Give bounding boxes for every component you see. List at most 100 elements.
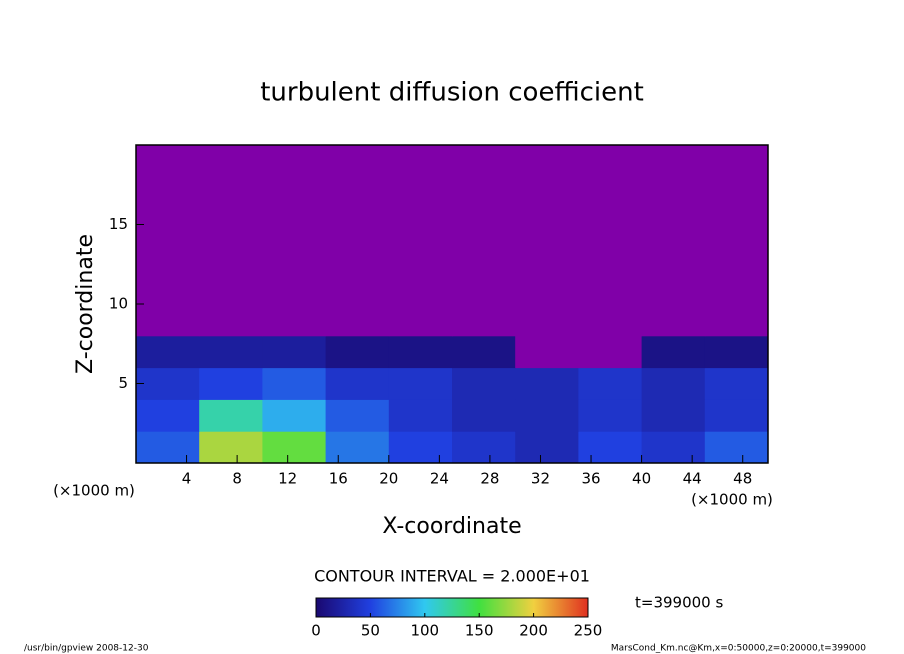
cell bbox=[515, 176, 579, 210]
cell bbox=[199, 145, 263, 178]
cell bbox=[388, 176, 453, 210]
x-tick-label: 12 bbox=[278, 470, 297, 488]
cell bbox=[262, 176, 327, 210]
cell bbox=[641, 145, 706, 178]
x-tick-label: 44 bbox=[683, 470, 702, 488]
footer-left: /usr/bin/gpview 2008-12-30 bbox=[24, 644, 149, 654]
cell bbox=[325, 367, 390, 400]
cell bbox=[199, 176, 263, 210]
chart-title: turbulent diffusion coefficient bbox=[260, 78, 644, 108]
cell bbox=[641, 431, 706, 464]
cell bbox=[136, 431, 200, 464]
cell bbox=[388, 272, 453, 305]
cell bbox=[452, 304, 516, 337]
cell bbox=[388, 335, 453, 369]
y-tick-label: 10 bbox=[109, 295, 128, 313]
cell bbox=[515, 431, 579, 464]
cell bbox=[641, 176, 706, 210]
cell bbox=[136, 176, 200, 210]
cell bbox=[199, 335, 263, 369]
time-label: t=399000 s bbox=[635, 594, 723, 612]
x-tick-label: 32 bbox=[531, 470, 550, 488]
cell bbox=[388, 208, 453, 241]
cell bbox=[262, 431, 327, 464]
cell bbox=[641, 272, 706, 305]
cell bbox=[262, 272, 327, 305]
cell bbox=[704, 367, 769, 400]
cell bbox=[136, 272, 200, 305]
footer-right: MarsCond_Km.nc@Km,x=0:50000,z=0:20000,t=… bbox=[611, 644, 866, 654]
cell bbox=[452, 367, 516, 400]
x-unit-label: (×1000 m) bbox=[691, 491, 773, 509]
cell bbox=[452, 272, 516, 305]
cell bbox=[388, 304, 453, 337]
x-tick-label: 20 bbox=[379, 470, 398, 488]
x-tick-label: 40 bbox=[632, 470, 651, 488]
x-tick-label: 48 bbox=[733, 470, 752, 488]
cell bbox=[704, 208, 769, 241]
colorbar-tick-label: 0 bbox=[311, 622, 321, 640]
field bbox=[136, 145, 769, 464]
cell bbox=[452, 240, 516, 273]
cell bbox=[704, 431, 769, 464]
colorbar-tick-label: 200 bbox=[519, 622, 548, 640]
cell bbox=[704, 145, 769, 178]
cell bbox=[515, 367, 579, 400]
cell bbox=[136, 399, 200, 432]
cell bbox=[704, 176, 769, 210]
cell bbox=[452, 208, 516, 241]
cell bbox=[388, 399, 453, 432]
cell bbox=[641, 399, 706, 432]
cell bbox=[578, 367, 643, 400]
cell bbox=[325, 208, 390, 241]
cell bbox=[452, 145, 516, 178]
x-tick-label: 8 bbox=[232, 470, 242, 488]
cell bbox=[452, 176, 516, 210]
cell bbox=[199, 431, 263, 464]
cell bbox=[388, 240, 453, 273]
cell bbox=[325, 304, 390, 337]
cell bbox=[199, 399, 263, 432]
cell bbox=[199, 208, 263, 241]
colorbar-tick-label: 100 bbox=[410, 622, 439, 640]
x-tick-label: 24 bbox=[430, 470, 449, 488]
cell bbox=[578, 145, 643, 178]
x-tick-label: 16 bbox=[329, 470, 348, 488]
colorbar bbox=[315, 597, 589, 618]
colorbar-tick-label: 50 bbox=[361, 622, 380, 640]
cell bbox=[325, 145, 390, 178]
cell bbox=[641, 304, 706, 337]
cell bbox=[136, 335, 200, 369]
cell bbox=[641, 240, 706, 273]
cell bbox=[515, 399, 579, 432]
cell bbox=[578, 335, 643, 369]
y-unit-label: (×1000 m) bbox=[53, 482, 135, 500]
y-tick-label: 5 bbox=[118, 374, 128, 392]
colorbar-tick-label: 250 bbox=[574, 622, 603, 640]
cell bbox=[578, 208, 643, 241]
cell bbox=[325, 335, 390, 369]
cell bbox=[515, 335, 579, 369]
cell bbox=[262, 335, 327, 369]
cell bbox=[388, 145, 453, 178]
cell bbox=[262, 304, 327, 337]
y-axis-label: Z-coordinate bbox=[73, 234, 98, 374]
cell bbox=[136, 367, 200, 400]
cell bbox=[578, 304, 643, 337]
cell bbox=[515, 272, 579, 305]
cell bbox=[578, 272, 643, 305]
cell bbox=[199, 367, 263, 400]
cell bbox=[515, 240, 579, 273]
cell bbox=[325, 431, 390, 464]
cell bbox=[704, 304, 769, 337]
cell bbox=[199, 272, 263, 305]
cell bbox=[325, 240, 390, 273]
cell bbox=[388, 367, 453, 400]
y-tick-label: 15 bbox=[109, 215, 128, 233]
cell bbox=[262, 208, 327, 241]
cell bbox=[136, 304, 200, 337]
cell bbox=[515, 304, 579, 337]
cell bbox=[452, 431, 516, 464]
cell bbox=[452, 399, 516, 432]
